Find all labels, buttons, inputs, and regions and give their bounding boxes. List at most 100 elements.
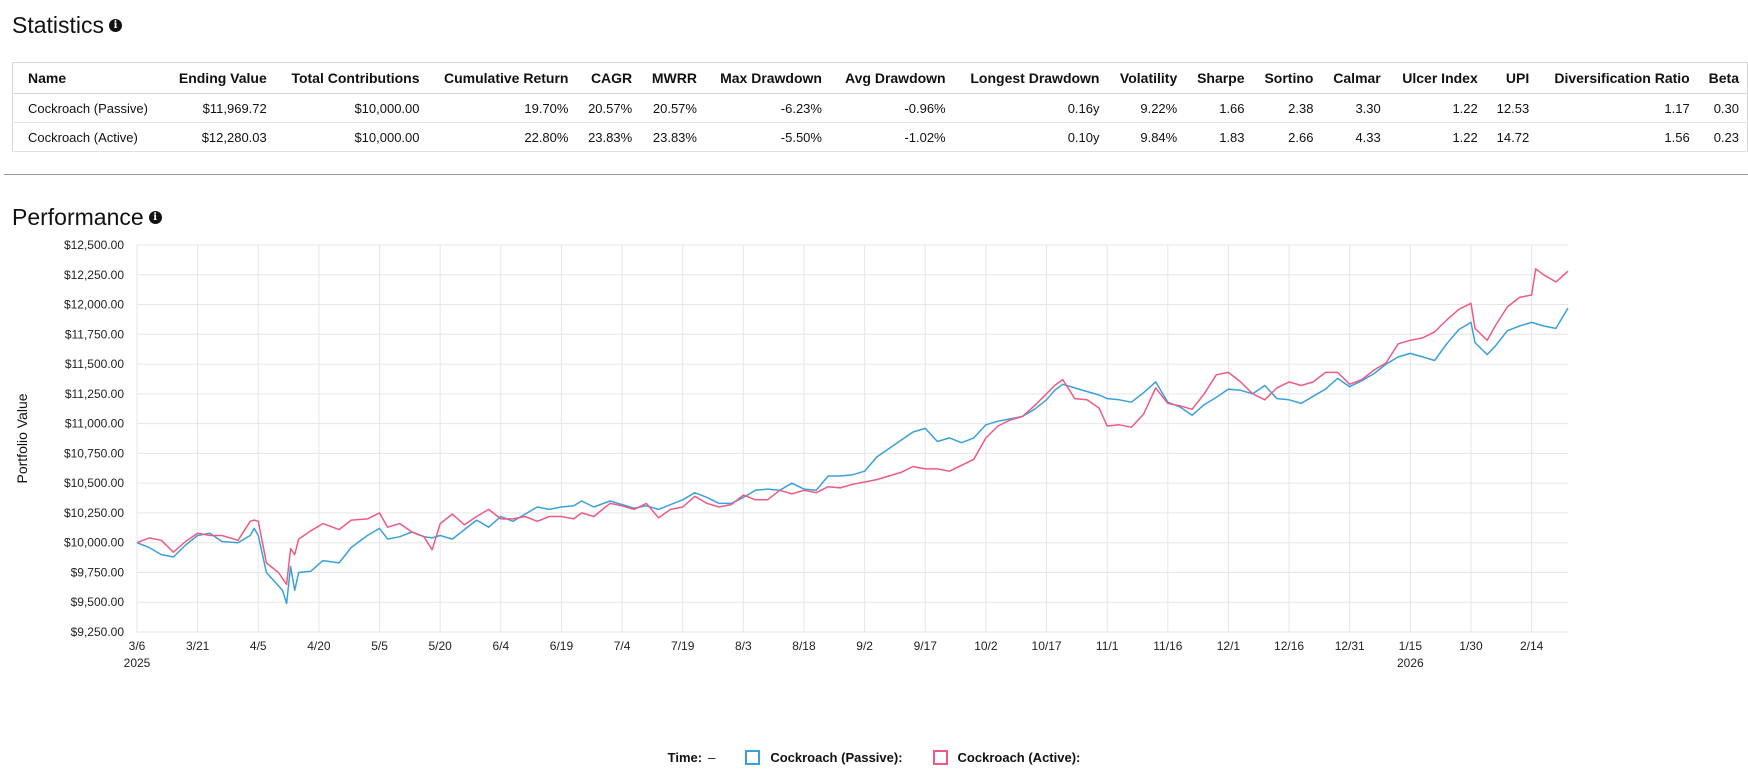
performance-chart[interactable]: $12,500.00 $12,250.00 $12,000.00 $11,750.00… [0, 240, 1748, 746]
table-cell: 1.22 [1388, 93, 1486, 123]
y-tick-label: $9,750.00 [71, 565, 125, 579]
column-header[interactable]: Cumulative Return [427, 62, 577, 94]
table-cell: 1.56 [1537, 122, 1698, 152]
y-tick-label: $11,250.00 [65, 387, 124, 401]
table-cell: 23.83% [576, 122, 641, 152]
column-header[interactable]: Longest Drawdown [953, 62, 1108, 94]
y-tick-label: $9,500.00 [71, 595, 125, 609]
y-tick-label: $9,250.00 [71, 625, 125, 639]
performance-title-text: Performance [12, 204, 144, 230]
table-cell: 4.33 [1321, 122, 1389, 152]
x-tick-label: 9/2 [856, 639, 873, 653]
table-cell: 0.16y [953, 93, 1108, 123]
table-row: Cockroach (Passive) $11,969.72 $10,000.00 1… [12, 93, 1748, 123]
chart-grid [136, 244, 1568, 633]
table-cell: $10,000.00 [274, 122, 428, 152]
column-header[interactable]: Avg Drawdown [829, 62, 954, 94]
column-header[interactable]: Ulcer Index [1388, 62, 1486, 94]
y-tick-label: $12,000.00 [64, 298, 124, 312]
x-tick-label: 4/5 [250, 639, 267, 653]
legend-passive-label[interactable]: Cockroach (Passive): [770, 750, 903, 765]
column-header[interactable]: Max Drawdown [704, 62, 830, 94]
table-cell: 0.30 [1697, 93, 1748, 123]
table-cell: 0.10y [953, 122, 1108, 152]
table-cell: 23.83% [640, 122, 705, 152]
table-cell: -1.02% [829, 122, 954, 152]
column-header[interactable]: Sortino [1252, 62, 1322, 94]
series-line-active [136, 268, 1569, 586]
table-header-row: Name Ending Value Total Contributions Cumul… [12, 62, 1748, 94]
x-tick-label: 6/4 [492, 639, 509, 653]
x-tick-label: 3/6 [129, 639, 146, 653]
x-tick-label: 11/16 [1153, 639, 1182, 653]
legend-active-swatch[interactable] [932, 750, 948, 765]
table-cell: 1.22 [1388, 122, 1486, 152]
x-tick-label: 8/18 [792, 639, 816, 653]
table-cell: 1.83 [1185, 122, 1253, 152]
y-tick-label: $11,750.00 [65, 327, 124, 341]
x-tick-label: 7/4 [614, 639, 631, 653]
section-divider [4, 174, 1748, 175]
table-cell: Cockroach (Active) [12, 122, 165, 152]
info-icon[interactable]: i [109, 19, 123, 32]
legend-active-label[interactable]: Cockroach (Active): [957, 750, 1081, 765]
column-header[interactable]: UPI [1485, 62, 1538, 94]
table-cell: 20.57% [576, 93, 641, 123]
table-row: Cockroach (Active) $12,280.03 $10,000.00 22… [12, 122, 1748, 152]
x-tick-label: 5/20 [428, 639, 452, 653]
table-cell: Cockroach (Passive) [12, 93, 165, 123]
x-tick-label: 1/15 [1399, 639, 1423, 653]
x-tick-label: 4/20 [307, 639, 331, 653]
column-header[interactable]: Name [12, 62, 165, 94]
x-tick-label: 3/21 [186, 639, 210, 653]
table-cell: 9.22% [1107, 93, 1186, 123]
table-cell: $10,000.00 [274, 93, 428, 123]
table-cell: 0.23 [1697, 122, 1748, 152]
table-cell: 2.38 [1252, 93, 1322, 123]
statistics-table: Name Ending Value Total Contributions Cumul… [12, 62, 1748, 152]
column-header[interactable]: Calmar [1321, 62, 1389, 94]
y-tick-label: $12,500.00 [64, 240, 124, 252]
table-cell: -5.50% [704, 122, 830, 152]
table-cell: 3.30 [1321, 93, 1389, 123]
x-tick-label: 10/2 [974, 639, 998, 653]
table-cell: 19.70% [427, 93, 577, 123]
performance-title: Performance i [12, 204, 162, 231]
table-cell: 1.17 [1537, 93, 1698, 123]
legend-time-value: – [708, 750, 716, 765]
x-tick-label: 12/16 [1274, 639, 1304, 653]
y-tick-label: $10,000.00 [64, 536, 124, 550]
statistics-title-text: Statistics [12, 12, 105, 38]
x-tick-label: 12/1 [1217, 639, 1241, 653]
table-cell: 2.66 [1252, 122, 1322, 152]
y-axis-label: Portfolio Value [14, 393, 30, 483]
table-cell: -0.96% [829, 93, 954, 123]
column-header[interactable]: MWRR [640, 62, 705, 94]
legend-passive-swatch[interactable] [745, 750, 761, 765]
info-icon[interactable]: i [148, 211, 162, 224]
table-cell: 22.80% [427, 122, 577, 152]
column-header[interactable]: Total Contributions [274, 62, 428, 94]
table-cell: $12,280.03 [164, 122, 275, 152]
x-year-label: 2025 [124, 656, 151, 670]
x-tick-label: 8/3 [735, 639, 752, 653]
y-tick-label: $12,250.00 [64, 268, 124, 282]
column-header[interactable]: Ending Value [164, 62, 275, 94]
series-line-passive [136, 307, 1569, 605]
x-tick-label: 11/1 [1096, 639, 1119, 653]
table-cell: 14.72 [1485, 122, 1538, 152]
column-header[interactable]: Volatility [1107, 62, 1186, 94]
x-year-label: 2026 [1397, 656, 1424, 670]
column-header[interactable]: Diversification Ratio [1537, 62, 1698, 94]
x-tick-label: 6/19 [550, 639, 574, 653]
x-tick-label: 2/14 [1520, 639, 1544, 653]
chart-series [136, 268, 1569, 605]
table-cell: 20.57% [640, 93, 705, 123]
y-axis: $12,500.00 $12,250.00 $12,000.00 $11,750.00… [64, 240, 124, 639]
column-header[interactable]: Sharpe [1185, 62, 1253, 94]
column-header[interactable]: Beta [1697, 62, 1748, 94]
column-header[interactable]: CAGR [576, 62, 641, 94]
table-cell: -6.23% [704, 93, 830, 123]
table-cell: 12.53 [1485, 93, 1538, 123]
y-tick-label: $10,500.00 [64, 476, 124, 490]
